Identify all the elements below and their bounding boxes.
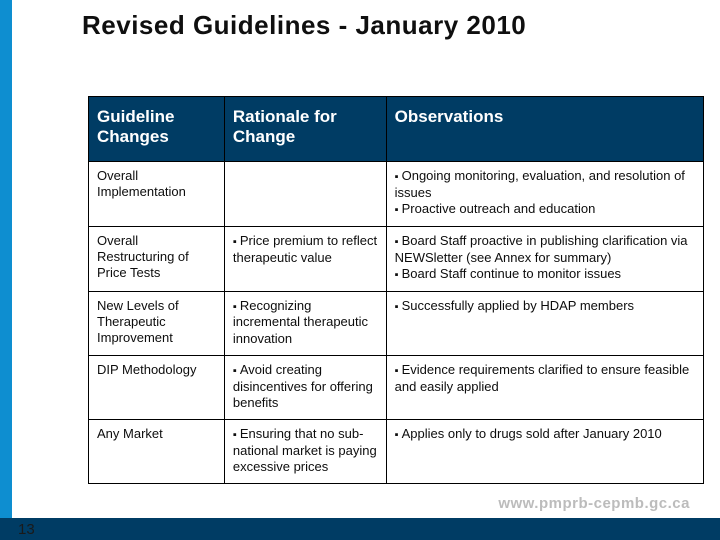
cell-observations: Board Staff proactive in publishing clar… xyxy=(386,226,703,291)
table-row: DIP MethodologyAvoid creating disincenti… xyxy=(89,355,704,419)
cell-guideline-changes: Any Market xyxy=(89,420,225,484)
cell-rationale: Price premium to reflect therapeutic val… xyxy=(224,226,386,291)
col-header-observations: Observations xyxy=(386,97,703,162)
cell-observations: Ongoing monitoring, evaluation, and reso… xyxy=(386,162,703,227)
col-header-changes: Guideline Changes xyxy=(89,97,225,162)
watermark-url: www.pmprb-cepmb.gc.ca xyxy=(498,495,690,512)
cell-observations: Applies only to drugs sold after January… xyxy=(386,420,703,484)
col-header-rationale: Rationale for Change xyxy=(224,97,386,162)
page-number: 13 xyxy=(18,521,35,538)
observation-item: Proactive outreach and education xyxy=(395,201,697,218)
cell-rationale: Avoid creating disincentives for offerin… xyxy=(224,355,386,419)
observation-item: Board Staff proactive in publishing clar… xyxy=(395,233,697,266)
observation-item: Ongoing monitoring, evaluation, and reso… xyxy=(395,168,697,201)
cell-rationale: Ensuring that no sub-national market is … xyxy=(224,420,386,484)
table-row: Overall Implementation Ongoing monitoring… xyxy=(89,162,704,227)
observation-item: Successfully applied by HDAP members xyxy=(395,298,697,315)
rationale-item: Recognizing incremental therapeutic inno… xyxy=(233,298,380,347)
rationale-item: Ensuring that no sub-national market is … xyxy=(233,426,380,475)
observation-item: Applies only to drugs sold after January… xyxy=(395,426,697,443)
guidelines-table: Guideline Changes Rationale for Change O… xyxy=(88,96,704,484)
rationale-item: Avoid creating disincentives for offerin… xyxy=(233,362,380,411)
observation-item: Evidence requirements clarified to ensur… xyxy=(395,362,697,395)
page-title: Revised Guidelines - January 2010 xyxy=(82,10,526,41)
rationale-item: Price premium to reflect therapeutic val… xyxy=(233,233,380,266)
cell-observations: Successfully applied by HDAP members xyxy=(386,291,703,355)
table-row: Overall Restructuring of Price TestsPric… xyxy=(89,226,704,291)
cell-observations: Evidence requirements clarified to ensur… xyxy=(386,355,703,419)
cell-guideline-changes: New Levels of Therapeutic Improvement xyxy=(89,291,225,355)
table-header-row: Guideline Changes Rationale for Change O… xyxy=(89,97,704,162)
table-row: Any MarketEnsuring that no sub-national … xyxy=(89,420,704,484)
cell-guideline-changes: Overall Implementation xyxy=(89,162,225,227)
table-row: New Levels of Therapeutic ImprovementRec… xyxy=(89,291,704,355)
cell-rationale: Recognizing incremental therapeutic inno… xyxy=(224,291,386,355)
cell-guideline-changes: Overall Restructuring of Price Tests xyxy=(89,226,225,291)
left-accent-stripe xyxy=(0,0,12,540)
observation-item: Board Staff continue to monitor issues xyxy=(395,266,697,283)
footer-bar xyxy=(0,518,720,540)
cell-guideline-changes: DIP Methodology xyxy=(89,355,225,419)
slide: Revised Guidelines - January 2010 Guidel… xyxy=(0,0,720,540)
table-body: Overall Implementation Ongoing monitoring… xyxy=(89,162,704,484)
cell-rationale xyxy=(224,162,386,227)
